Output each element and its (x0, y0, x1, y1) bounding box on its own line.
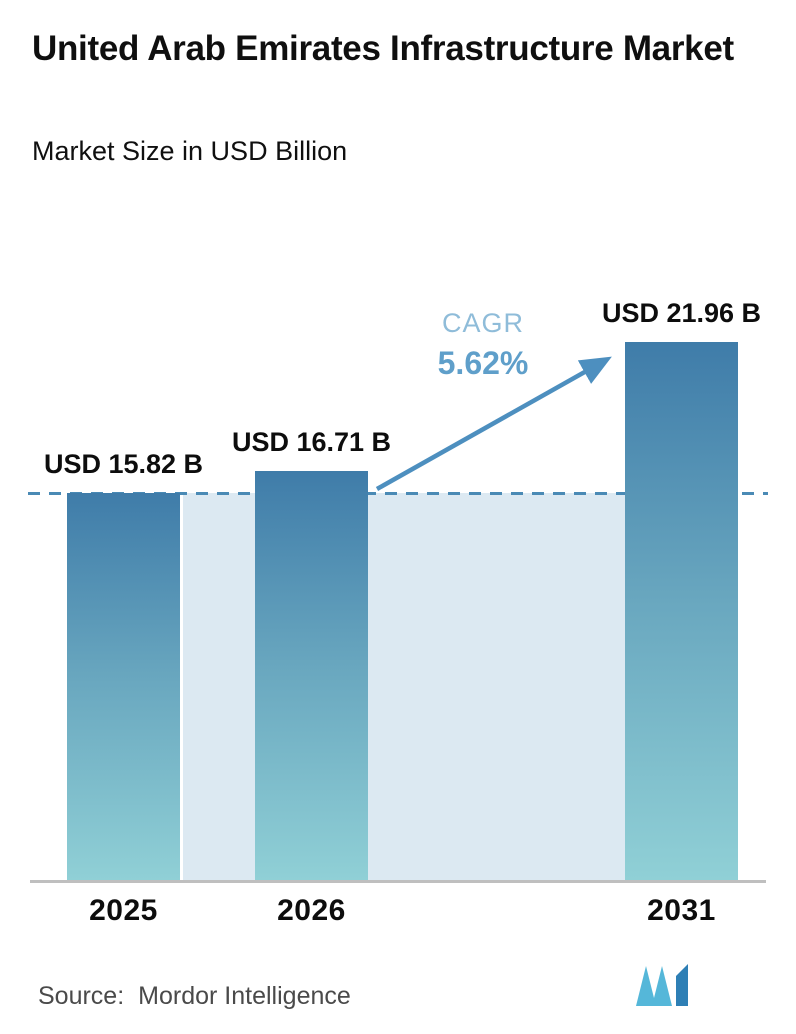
bar-2025 (67, 492, 180, 881)
bar-value-label-2026: USD 16.71 B (231, 427, 392, 458)
bar-2026 (255, 471, 368, 881)
cagr-annotation: CAGR 5.62% (373, 308, 593, 382)
source-attribution: Source: Mordor Intelligence (38, 982, 351, 1011)
cagr-value: 5.62% (437, 345, 529, 381)
mordor-intelligence-logo (636, 964, 688, 1006)
reference-dashed-line (28, 491, 768, 495)
x-axis-label-2026: 2026 (277, 894, 346, 927)
bar-value-label-2025: USD 15.82 B (43, 448, 204, 479)
x-axis-baseline (30, 880, 766, 883)
cagr-label: CAGR (441, 308, 524, 338)
x-axis-label-2025: 2025 (89, 894, 158, 927)
bar-value-label-2031: USD 21.96 B (601, 298, 762, 329)
page-title: United Arab Emirates Infrastructure Mark… (32, 29, 734, 68)
source-label: Source: (38, 982, 125, 1010)
bar-2031 (625, 342, 738, 881)
x-axis-label-2031: 2031 (647, 894, 716, 927)
page-subtitle: Market Size in USD Billion (32, 136, 348, 166)
source-value: Mordor Intelligence (138, 982, 351, 1010)
